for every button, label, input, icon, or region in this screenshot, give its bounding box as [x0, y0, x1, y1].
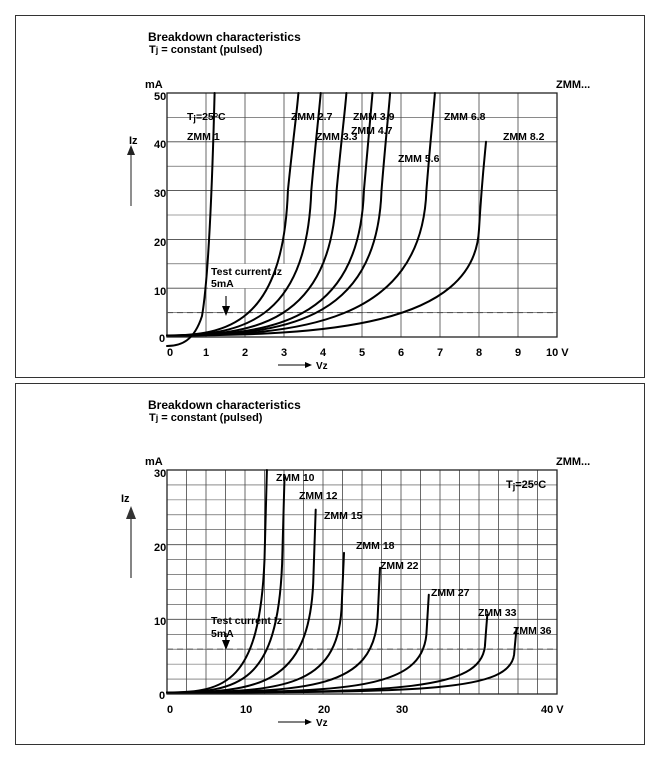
svg-text:mA: mA — [145, 79, 163, 91]
svg-text:10: 10 — [154, 616, 166, 628]
svg-text:5: 5 — [359, 347, 365, 359]
svg-text:5mA: 5mA — [211, 628, 234, 640]
svg-text:40 V: 40 V — [541, 704, 564, 716]
svg-text:20: 20 — [154, 542, 166, 554]
svg-text:10: 10 — [240, 704, 252, 716]
svg-text:Test current Iz: Test current Iz — [211, 615, 282, 627]
svg-text:10: 10 — [154, 286, 166, 298]
svg-text:6: 6 — [398, 347, 404, 359]
svg-text:ZMM 12: ZMM 12 — [299, 490, 338, 502]
svg-text:0: 0 — [167, 347, 173, 359]
svg-text:ZMM...: ZMM... — [556, 79, 590, 91]
svg-text:3: 3 — [281, 347, 287, 359]
svg-text:ZMM 27: ZMM 27 — [431, 587, 470, 599]
svg-text:ZMM 6.8: ZMM 6.8 — [444, 111, 486, 123]
svg-text:Vz: Vz — [316, 361, 328, 372]
svg-text:ZMM 33: ZMM 33 — [478, 607, 517, 619]
svg-text:Test current Iz: Test current Iz — [211, 266, 282, 278]
svg-text:ZMM 15: ZMM 15 — [324, 510, 363, 522]
svg-text:30: 30 — [396, 704, 408, 716]
svg-text:1: 1 — [203, 347, 209, 359]
svg-text:Iz: Iz — [121, 493, 130, 505]
svg-text:8: 8 — [476, 347, 482, 359]
svg-text:Iz: Iz — [129, 135, 138, 147]
svg-text:9: 9 — [515, 347, 521, 359]
svg-text:2: 2 — [242, 347, 248, 359]
svg-text:ZMM...: ZMM... — [556, 456, 590, 468]
svg-text:0: 0 — [159, 333, 165, 345]
svg-text:0: 0 — [167, 704, 173, 716]
svg-text:7: 7 — [437, 347, 443, 359]
svg-text:Tj=25oC: Tj=25oC — [187, 111, 226, 124]
svg-text:0: 0 — [159, 690, 165, 702]
svg-text:ZMM 18: ZMM 18 — [356, 540, 395, 552]
svg-text:40: 40 — [154, 139, 166, 151]
svg-text:ZMM 1: ZMM 1 — [187, 131, 220, 143]
svg-text:ZMM 5.6: ZMM 5.6 — [398, 153, 440, 165]
svg-text:ZMM 36: ZMM 36 — [513, 625, 552, 637]
svg-text:50: 50 — [154, 91, 166, 103]
svg-text:mA: mA — [145, 456, 163, 468]
svg-text:ZMM 8.2: ZMM 8.2 — [503, 131, 545, 143]
svg-text:ZMM 22: ZMM 22 — [380, 560, 419, 572]
svg-text:30: 30 — [154, 468, 166, 480]
svg-text:10 V: 10 V — [546, 347, 569, 359]
svg-text:30: 30 — [154, 188, 166, 200]
svg-text:ZMM 10: ZMM 10 — [276, 472, 315, 484]
svg-text:20: 20 — [154, 237, 166, 249]
svg-text:20: 20 — [318, 704, 330, 716]
svg-text:Tj=25oC: Tj=25oC — [506, 479, 546, 492]
svg-text:5mA: 5mA — [211, 278, 234, 290]
svg-text:4: 4 — [320, 347, 327, 359]
svg-text:Vz: Vz — [316, 718, 328, 729]
